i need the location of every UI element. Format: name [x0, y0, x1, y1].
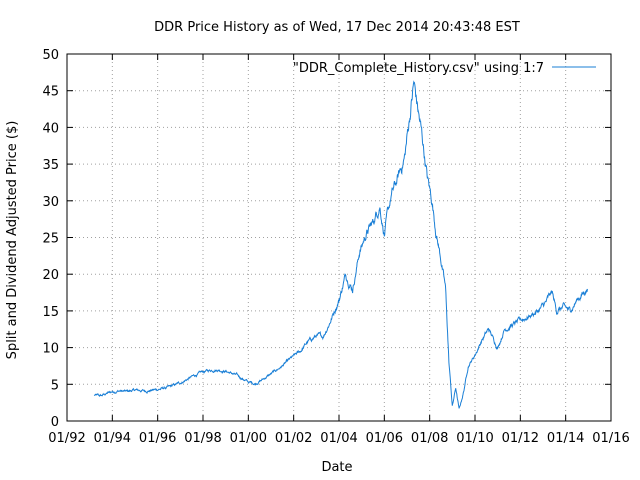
grid-layer: [67, 54, 611, 421]
y-tick-label: 35: [42, 158, 59, 173]
x-tick-label: 01/02: [275, 431, 312, 446]
x-tick-label: 01/06: [366, 431, 403, 446]
x-tick-label: 01/08: [411, 431, 448, 446]
x-axis-label: Date: [321, 460, 352, 475]
y-axis-label: Split and Dividend Adjusted Price ($): [5, 121, 20, 360]
x-tick-label: 01/04: [320, 431, 357, 446]
legend: "DDR_Complete_History.csv" using 1:7: [293, 61, 596, 76]
y-tick-label: 50: [42, 48, 59, 63]
series-line: [93, 80, 588, 409]
y-tick-label: 15: [42, 305, 59, 320]
x-tick-label: 01/96: [139, 431, 176, 446]
x-tick-label: 01/98: [184, 431, 221, 446]
y-tick-label: 25: [42, 232, 59, 247]
x-tick-label: 01/12: [502, 431, 539, 446]
x-tick-label: 01/10: [456, 431, 493, 446]
x-tick-label: 01/92: [48, 431, 85, 446]
x-tick-label: 01/94: [94, 431, 131, 446]
y-tick-label: 40: [42, 121, 59, 136]
y-tick-label: 10: [42, 342, 59, 357]
x-tick-label: 01/00: [230, 431, 267, 446]
y-tick-label: 30: [42, 195, 59, 210]
axes-layer: 01/92 01/94 01/96 01/98 01/00 01/02 01/04 01/06…: [42, 48, 629, 446]
chart-title: DDR Price History as of Wed, 17 Dec 2014…: [154, 20, 520, 35]
y-tick-label: 45: [42, 85, 59, 100]
y-tick-label: 0: [51, 415, 59, 430]
y-tick-label: 20: [42, 268, 59, 283]
legend-entry-label: "DDR_Complete_History.csv" using 1:7: [293, 61, 544, 76]
x-tick-label: 01/14: [547, 431, 584, 446]
x-tick-label: 01/16: [592, 431, 629, 446]
y-tick-label: 5: [51, 378, 59, 393]
series-layer: [93, 80, 588, 409]
